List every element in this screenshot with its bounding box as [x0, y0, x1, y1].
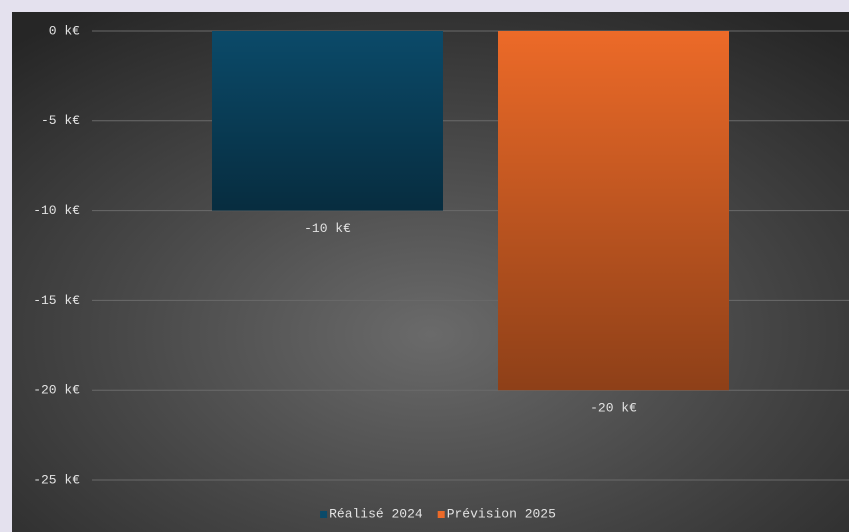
y-tick-label: -20 k€: [33, 383, 80, 398]
y-tick-label: -5 k€: [41, 113, 80, 128]
bar-shade: [212, 31, 443, 211]
y-tick-label: -10 k€: [33, 203, 80, 218]
legend-label: Réalisé 2024: [329, 506, 423, 521]
y-tick-label: -15 k€: [33, 293, 80, 308]
legend-label: Prévision 2025: [447, 506, 556, 521]
bar-shade: [498, 31, 729, 391]
y-tick-label: 0 k€: [49, 23, 80, 38]
legend-swatch: [320, 511, 328, 518]
value-label: -10 k€: [304, 221, 351, 236]
y-tick-label: -25 k€: [33, 472, 80, 487]
value-label: -20 k€: [590, 401, 637, 416]
legend-swatch: [437, 511, 445, 518]
